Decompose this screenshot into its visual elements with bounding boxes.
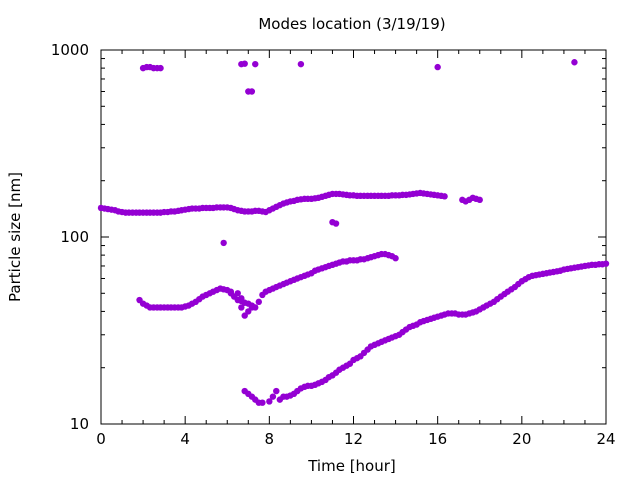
axis-ticks bbox=[100, 49, 607, 425]
data-point bbox=[332, 220, 340, 227]
data-point bbox=[255, 298, 263, 306]
data-point bbox=[252, 60, 259, 68]
data-point bbox=[269, 393, 277, 400]
x-axis-title: Time [hour] bbox=[307, 457, 396, 475]
data-point bbox=[157, 64, 164, 72]
data-point bbox=[238, 295, 245, 302]
y-tick-label: 1000 bbox=[51, 41, 89, 59]
data-point bbox=[227, 290, 235, 297]
data-point bbox=[602, 260, 610, 267]
x-tick-label: 20 bbox=[512, 430, 531, 448]
chart-title: Modes location (3/19/19) bbox=[258, 15, 445, 33]
x-tick-label: 24 bbox=[596, 430, 615, 448]
x-tick-label: 12 bbox=[344, 430, 363, 448]
data-point bbox=[392, 255, 399, 262]
x-tick-label: 0 bbox=[96, 430, 106, 448]
data-point bbox=[234, 290, 241, 297]
data-point bbox=[297, 60, 305, 68]
data-point bbox=[434, 63, 441, 71]
data-point bbox=[245, 88, 252, 95]
data-point bbox=[441, 193, 448, 200]
y-axis-title: Particle size [nm] bbox=[6, 172, 24, 302]
data-point bbox=[571, 59, 578, 66]
x-tick-label: 16 bbox=[428, 430, 447, 448]
y-tick-label: 100 bbox=[60, 228, 89, 246]
data-point bbox=[266, 398, 273, 405]
data-point bbox=[248, 304, 256, 311]
data-point bbox=[238, 304, 245, 311]
x-tick-labels: 0 4 8 12 16 20 24 bbox=[96, 430, 615, 448]
data-point bbox=[273, 387, 280, 395]
data-point bbox=[220, 239, 227, 247]
x-tick-label: 4 bbox=[180, 430, 190, 448]
x-tick-label: 8 bbox=[265, 430, 275, 448]
data-points bbox=[97, 59, 610, 406]
data-point bbox=[476, 196, 483, 204]
plot-frame bbox=[100, 49, 607, 425]
data-point bbox=[241, 60, 248, 67]
y-tick-labels: 10 100 1000 bbox=[51, 41, 89, 433]
data-point bbox=[241, 312, 248, 319]
y-tick-label: 10 bbox=[70, 415, 89, 433]
data-point bbox=[259, 399, 266, 406]
